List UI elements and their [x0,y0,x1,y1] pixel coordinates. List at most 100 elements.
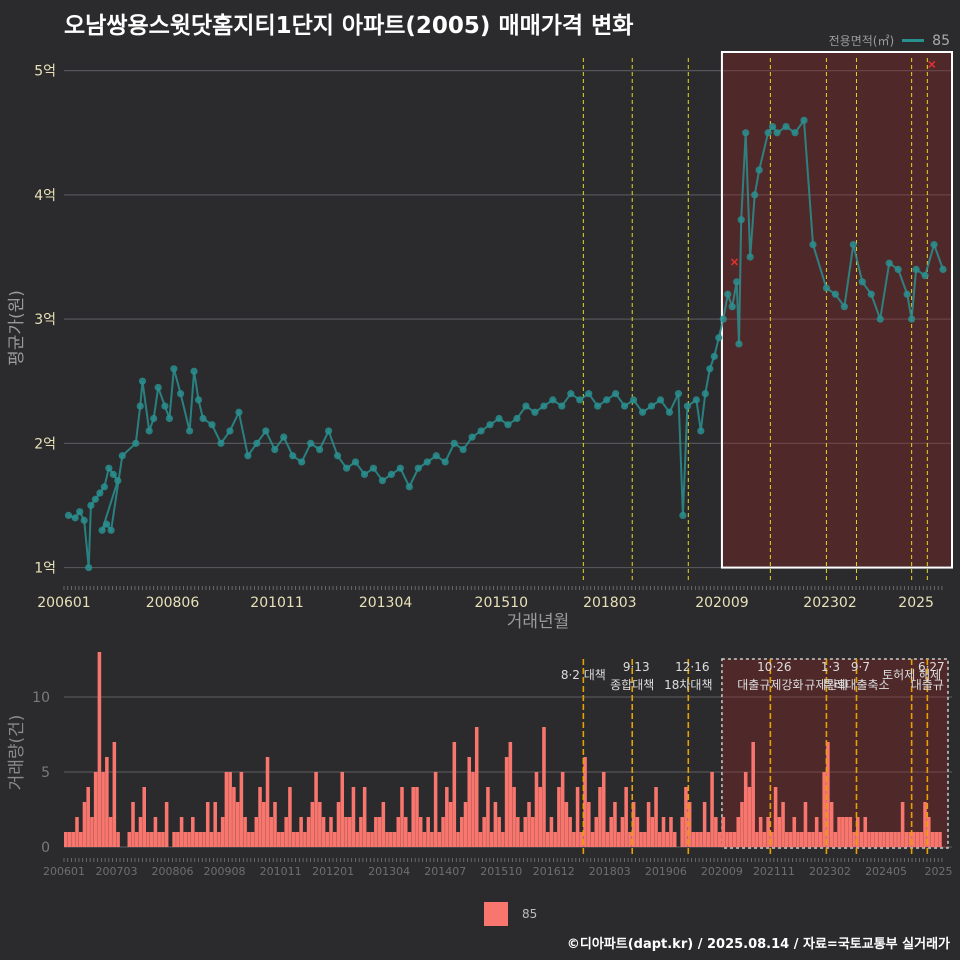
volume-bar [661,817,666,847]
volume-bar [684,787,688,847]
volume-bar [710,772,714,847]
volume-bar [422,832,427,847]
volume-bar [919,832,924,847]
price-point [522,402,530,410]
price-point [103,520,111,528]
highlight-region [720,51,953,569]
volume-bar [930,832,935,847]
price-point [262,427,270,435]
volume-bar [273,802,277,847]
volume-bar [859,832,864,847]
volume-bar [672,832,677,847]
volume-bar [116,832,120,847]
price-point [735,340,743,348]
price-point [316,445,324,454]
volume-bar [355,832,359,847]
volume-bar [90,817,94,847]
volume-bar [235,802,240,847]
price-point [369,464,378,472]
price-point [679,511,687,519]
volume-bar [176,832,180,847]
volume-bar [530,817,535,847]
volume-bar [403,817,408,847]
x-tick-label: 202111 [753,865,795,878]
price-point [280,433,288,441]
volume-bar [833,832,838,847]
price-point [150,414,158,423]
volume-bar [829,802,834,847]
price-point [161,402,169,410]
price-point [459,445,467,454]
price-point [903,290,911,298]
volume-bar [938,832,942,847]
x-tick-label: 201803 [583,595,636,611]
policy-annotation: 1·3 [821,660,840,674]
price-point [867,290,875,298]
volume-bar [646,802,651,847]
volume-bar [594,817,599,847]
price-point [165,414,173,423]
volume-bar [280,832,285,847]
price-point [831,290,839,298]
volume-bar [504,757,509,847]
volume-bar [631,802,636,847]
price-point [495,414,503,423]
volume-bar [867,832,871,847]
volume-bar [250,832,255,847]
volume-bar [889,832,894,847]
volume-bar [885,832,890,847]
policy-annotation: 8·2 대책 [561,667,606,682]
price-point [307,439,315,447]
price-point [706,365,714,373]
volume-bar [654,787,658,847]
policy-annotation: 종합대책 [610,677,654,692]
price-point [105,464,113,472]
price-point [809,240,817,249]
price-point [64,511,73,519]
x-tick-label: 201906 [645,865,687,878]
y-axis-title: 평균가(원) [7,290,27,366]
volume-bar [908,832,912,847]
volume-bar [157,832,161,847]
volume-bar [198,832,203,847]
volume-bar [788,832,793,847]
volume-bar [639,832,643,847]
volume-bar [411,787,415,847]
volume-bar [564,802,569,847]
volume-bar [721,817,726,847]
price-point [710,352,718,360]
volume-bar [217,832,221,847]
volume-bar [362,787,367,847]
volume-bar [134,832,139,847]
price-point [692,396,700,404]
price-point [109,470,117,478]
volume-bar [728,832,733,847]
price-point [170,365,178,373]
volume-bar [93,772,98,847]
price-point [701,390,709,398]
x-tick-label: 202302 [803,595,856,611]
y-tick-label: 4억 [34,188,56,204]
x-tick-label: 202009 [695,595,748,611]
price-point [800,116,808,124]
price-point [755,166,763,174]
volume-bar [340,772,345,847]
volume-bar [295,832,300,847]
volume-bar [445,787,449,847]
volume-bar [527,802,531,847]
volume-bar [247,832,251,847]
price-point [477,427,485,435]
volume-bar [665,832,670,847]
volume-bar [844,817,849,847]
volume-bar [758,817,763,847]
price-point [697,427,705,435]
volume-bar [310,802,315,847]
price-point [751,191,759,199]
credit-text: ©디아파트(dapt.kr) / 2025.08.14 / 자료=국토교통부 실… [566,937,950,952]
volume-bar [624,787,628,847]
volume-bar [377,817,382,847]
volume-bar [848,817,853,847]
volume-bar [329,817,333,847]
volume-bar [755,832,759,847]
